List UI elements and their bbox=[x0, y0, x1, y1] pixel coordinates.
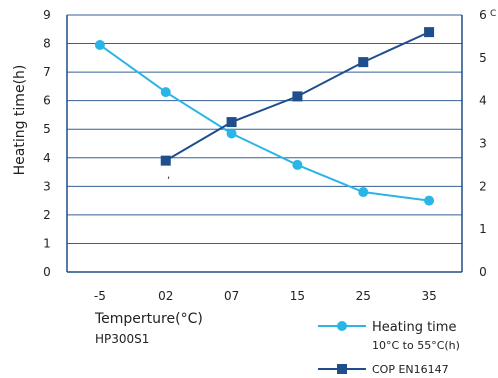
series-line-0 bbox=[99, 44, 430, 202]
x-tick-label-25: 25 bbox=[356, 289, 371, 303]
x-tick-label-07: 07 bbox=[224, 289, 239, 303]
y2-tick-label-5: 5 bbox=[479, 51, 487, 65]
y2-tick-label-6: 6 bbox=[479, 8, 487, 22]
y-tick-label-3: 3 bbox=[43, 179, 51, 193]
legend-item-cop: COP EN16147 bbox=[318, 363, 449, 376]
x-tick-label--5: -5 bbox=[94, 289, 106, 303]
cop-point-07 bbox=[226, 117, 237, 128]
cop-point-15 bbox=[292, 91, 303, 102]
heating-point-25 bbox=[358, 187, 369, 198]
y-tick-label-7: 7 bbox=[43, 65, 51, 79]
heating-point-07 bbox=[226, 128, 237, 139]
heating-point--5 bbox=[94, 39, 105, 50]
y2-axis-fragment: C bbox=[490, 9, 496, 19]
x-tick-label-15: 15 bbox=[290, 289, 305, 303]
heating-point-35 bbox=[424, 195, 435, 206]
cop-point-02 bbox=[160, 155, 171, 166]
legend-marker-cop bbox=[337, 364, 347, 374]
legend: Heating time 10°C to 55°C(h) COP EN16147 bbox=[318, 320, 460, 376]
cop-point-35 bbox=[424, 27, 435, 38]
y-tick-label-5: 5 bbox=[43, 122, 51, 136]
y2-tick-label-0: 0 bbox=[479, 265, 487, 279]
legend-marker-heating bbox=[337, 321, 347, 331]
y2-tick-label-1: 1 bbox=[479, 222, 487, 236]
stray-mark: , bbox=[167, 170, 170, 181]
y-tick-label-8: 8 bbox=[43, 37, 51, 51]
y-axis-title: Heating time(h) bbox=[12, 65, 28, 176]
legend-item-heating-time: Heating time 10°C to 55°C(h) bbox=[318, 320, 460, 352]
heating-point-15 bbox=[292, 159, 303, 170]
y2-tick-label-4: 4 bbox=[479, 94, 487, 108]
y2-tick-label-2: 2 bbox=[479, 179, 487, 193]
y-tick-label-2: 2 bbox=[43, 208, 51, 222]
y-tick-label-4: 4 bbox=[43, 151, 51, 165]
y2-tick-label-3: 3 bbox=[479, 137, 487, 151]
y-tick-label-0: 0 bbox=[43, 265, 51, 279]
x-axis-title: Temperture(°C) bbox=[94, 311, 203, 327]
legend-sublabel-heating: 10°C to 55°C(h) bbox=[372, 339, 460, 352]
y-tick-label-6: 6 bbox=[43, 94, 51, 108]
legend-label-heating: Heating time bbox=[372, 320, 456, 335]
x-tick-label-02: 02 bbox=[158, 289, 173, 303]
y-tick-label-1: 1 bbox=[43, 236, 51, 250]
x-tick-label-35: 35 bbox=[421, 289, 436, 303]
heating-point-02 bbox=[160, 87, 171, 98]
y-tick-label-9: 9 bbox=[43, 8, 51, 22]
cop-point-25 bbox=[358, 57, 369, 68]
legend-label-cop: COP EN16147 bbox=[372, 363, 449, 376]
x-axis-sublabel: HP300S1 bbox=[95, 332, 149, 346]
